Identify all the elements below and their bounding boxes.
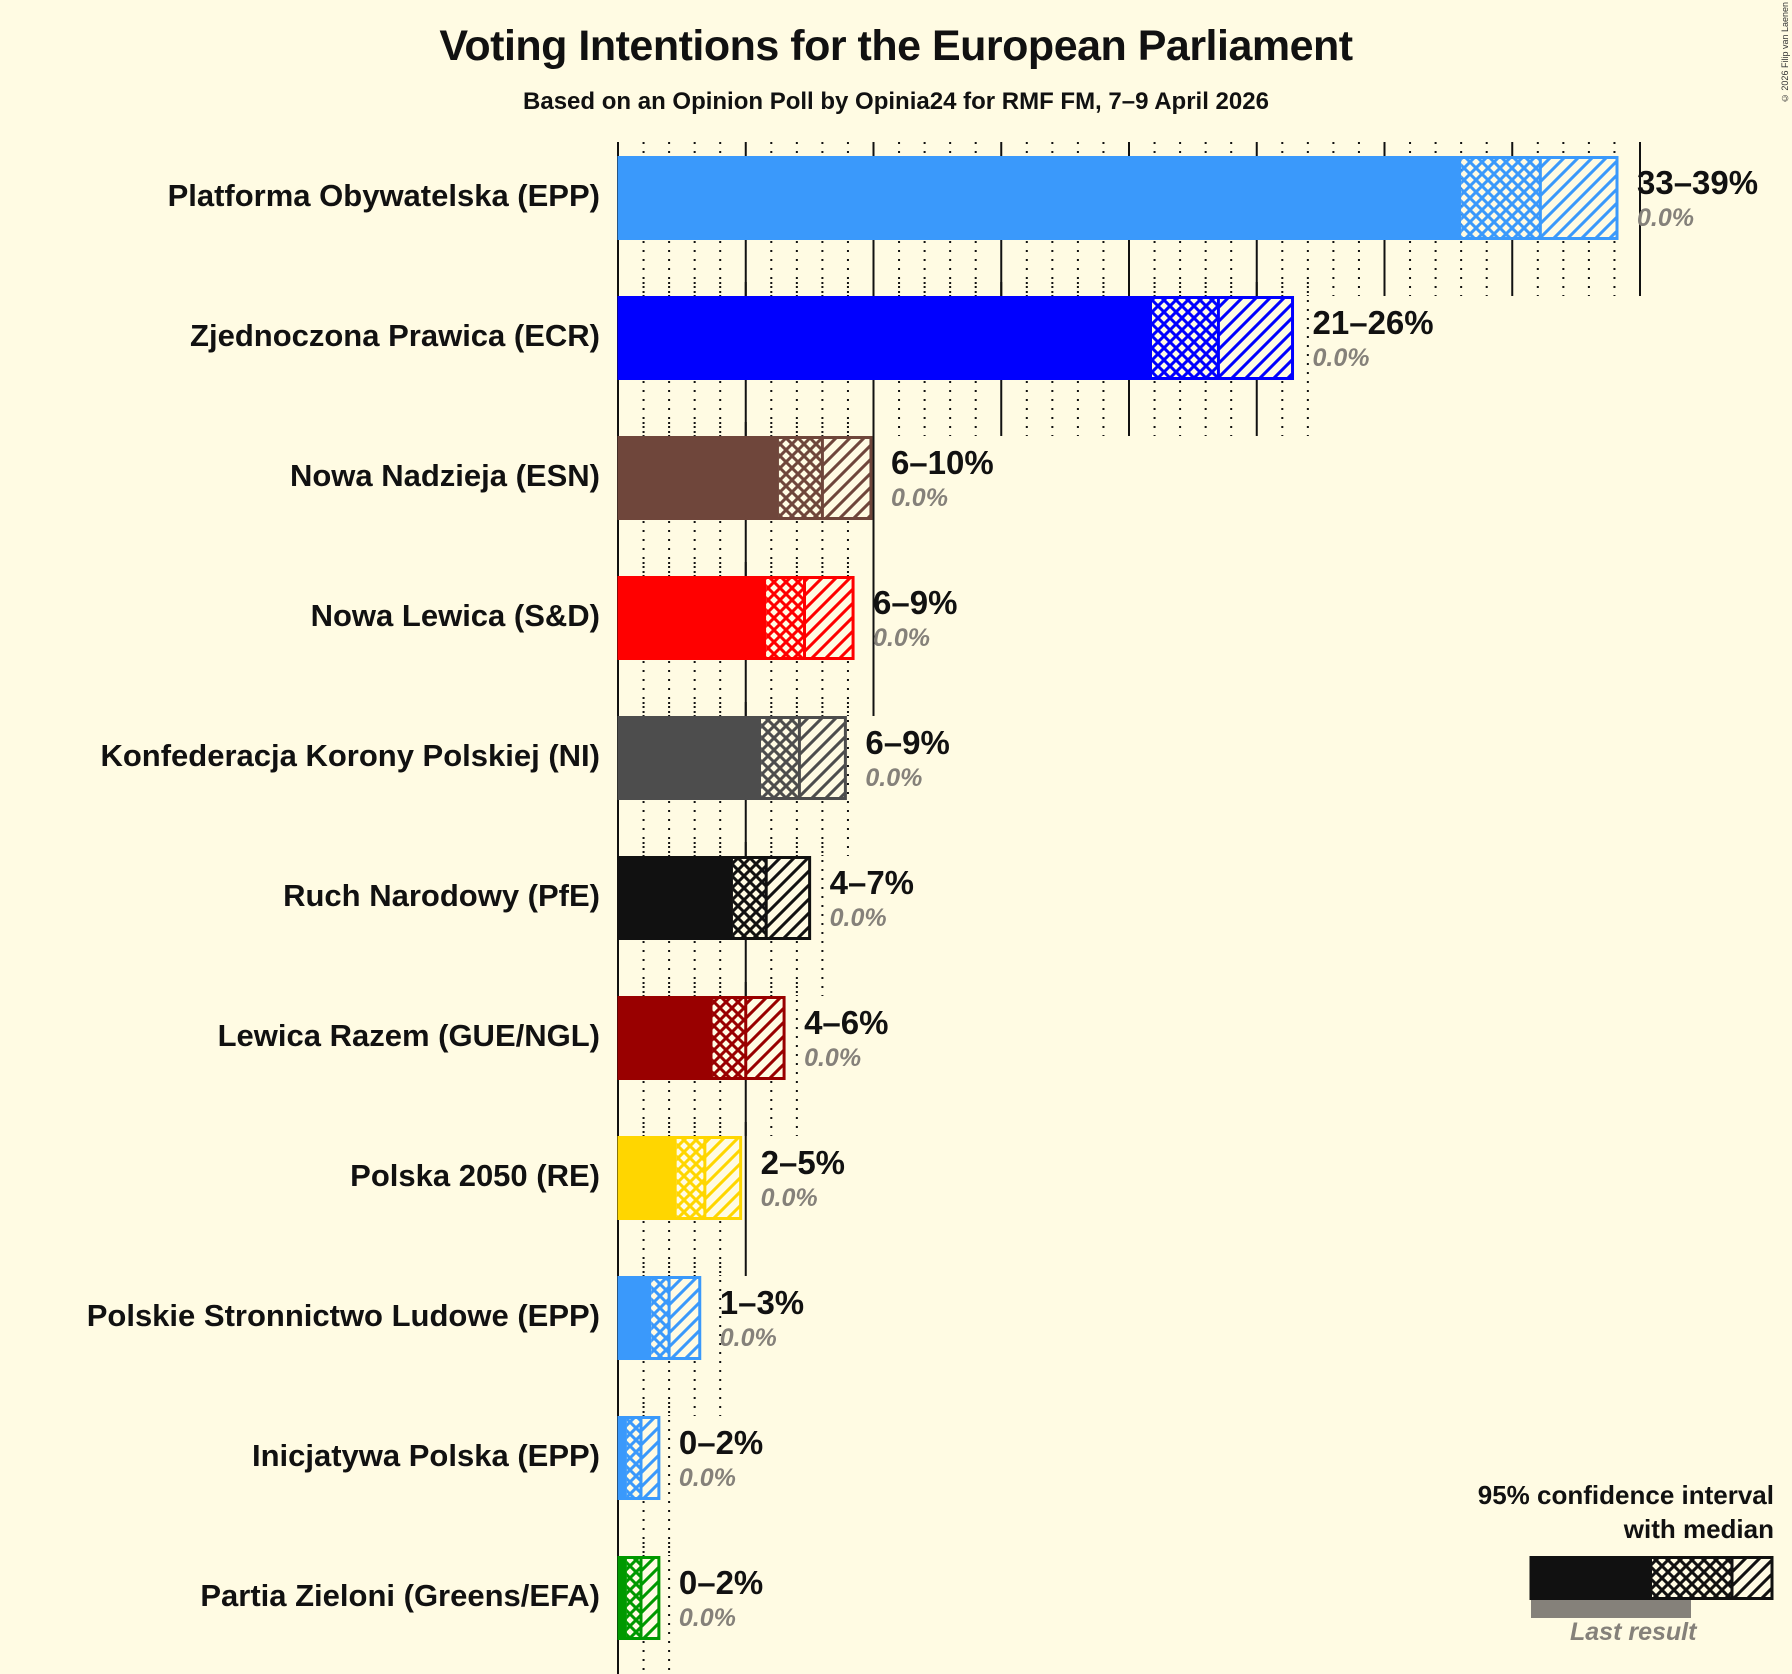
last-result-label: 0.0% [1637, 204, 1694, 232]
legend-last-result-label: Last result [1570, 1618, 1697, 1646]
last-result-label: 0.0% [873, 624, 931, 652]
bar-8 [617, 1276, 702, 1360]
last-result-label: 0.0% [719, 1324, 777, 1352]
range-label: 6–10% [890, 444, 994, 481]
party-label: Polskie Stronnictwo Ludowe (EPP) [86, 1298, 600, 1333]
last-result-label: 0.0% [804, 1044, 862, 1072]
legend-line-2: with median [1623, 1514, 1774, 1544]
range-label: 21–26% [1312, 304, 1434, 341]
legend-line-1: 95% confidence interval [1477, 1480, 1774, 1510]
last-result-label: 0.0% [865, 764, 923, 792]
party-label: Partia Zieloni (Greens/EFA) [200, 1578, 600, 1613]
range-label: 33–39% [1637, 164, 1759, 201]
chart-title: Voting Intentions for the European Parli… [439, 22, 1353, 70]
range-label: 0–2% [678, 1424, 764, 1461]
bar-9 [617, 1416, 661, 1500]
legend-swatch [1529, 1556, 1774, 1618]
last-result-label: 0.0% [1312, 344, 1370, 372]
range-label: 4–7% [829, 864, 915, 901]
party-label: Ruch Narodowy (PfE) [283, 878, 600, 913]
party-label: Platforma Obywatelska (EPP) [167, 178, 600, 213]
last-result-label: 0.0% [678, 1604, 736, 1632]
bar-10 [617, 1556, 661, 1640]
party-label: Konfederacja Korony Polskiej (NI) [100, 738, 600, 773]
last-result-label: 0.0% [760, 1184, 818, 1212]
party-label: Zjednoczona Prawica (ECR) [190, 318, 600, 353]
party-label: Lewica Razem (GUE/NGL) [217, 1018, 600, 1053]
party-label: Polska 2050 (RE) [350, 1158, 600, 1193]
bar-1 [617, 296, 1295, 380]
range-label: 2–5% [760, 1144, 846, 1181]
bar-0 [617, 156, 1619, 240]
party-label: Inicjatywa Polska (EPP) [251, 1438, 600, 1473]
party-label: Nowa Lewica (S&D) [310, 598, 600, 633]
range-label: 4–6% [804, 1004, 889, 1041]
bar-5 [617, 856, 812, 940]
bars [617, 156, 1619, 1640]
bar-7 [617, 1136, 743, 1220]
last-result-label: 0.0% [678, 1464, 736, 1492]
bar-3 [617, 576, 855, 660]
bar-2 [617, 436, 873, 520]
bar-6 [617, 996, 786, 1080]
party-label: Nowa Nadzieja (ESN) [289, 458, 600, 493]
last-result-label: 0.0% [890, 484, 948, 512]
range-label: 6–9% [873, 584, 958, 621]
bar-4 [617, 716, 847, 800]
last-result-label: 0.0% [829, 904, 887, 932]
range-label: 6–9% [865, 724, 950, 761]
range-label: 1–3% [719, 1284, 805, 1321]
legend-title: 95% confidence interval with median [1478, 1478, 1774, 1546]
chart-subtitle: Based on an Opinion Poll by Opinia24 for… [523, 88, 1269, 115]
range-label: 0–2% [678, 1564, 764, 1601]
